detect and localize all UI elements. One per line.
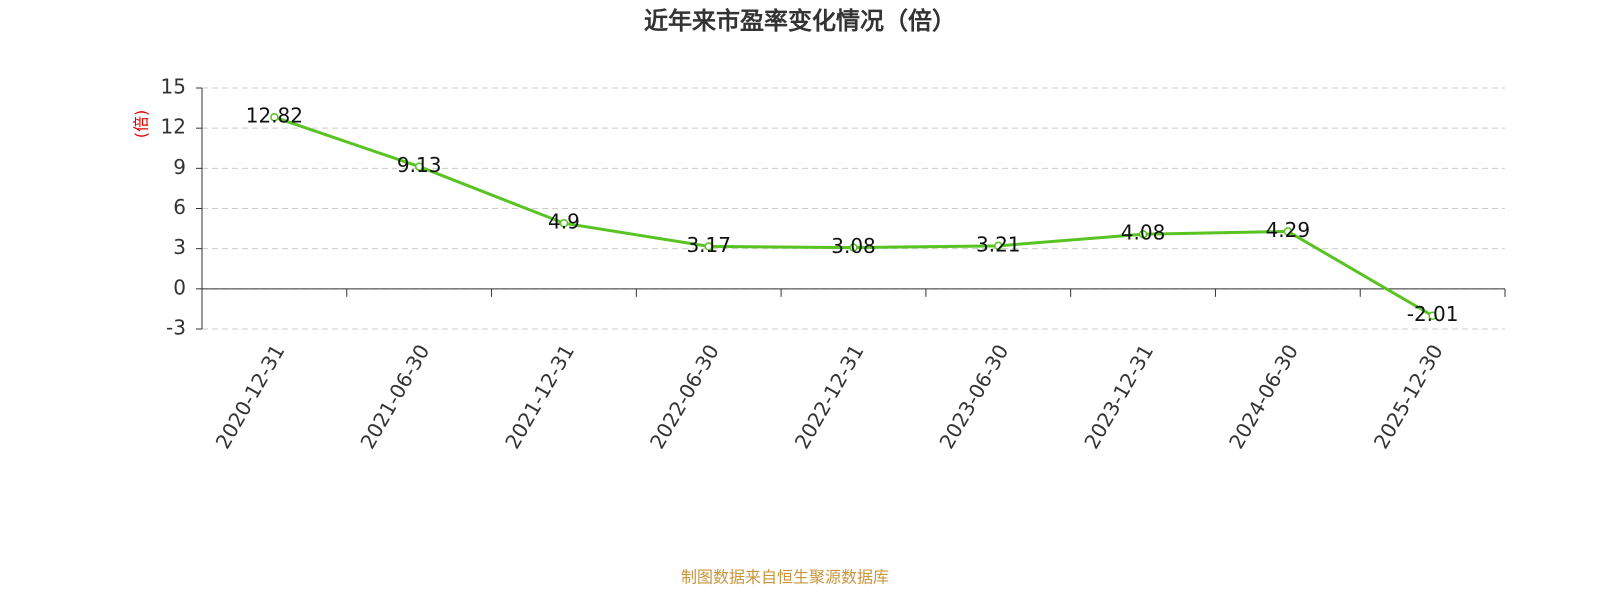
y-tick-label: 6 (173, 195, 186, 219)
data-point (1428, 311, 1437, 320)
y-tick-label: 3 (173, 235, 186, 259)
x-tick-label: 2023-06-30 (934, 340, 1013, 453)
data-label: -2.01 (1407, 302, 1459, 326)
data-label: 4.29 (1266, 218, 1311, 242)
data-point (994, 241, 1003, 251)
data-point (270, 112, 279, 122)
data-label: 3.21 (976, 232, 1021, 256)
data-point (1283, 227, 1293, 236)
x-tick-label: 2022-12-31 (790, 340, 869, 453)
x-tick-label: 2021-06-30 (355, 340, 434, 453)
y-tick-label: 0 (173, 275, 186, 299)
y-tick-label: 12 (161, 115, 186, 139)
data-label: 9.13 (397, 153, 442, 177)
data-point (1138, 229, 1148, 239)
y-tick-label: 15 (161, 75, 186, 99)
data-label: 3.17 (686, 233, 731, 257)
data-point (559, 218, 569, 228)
x-tick-label: 2025-12-30 (1369, 340, 1448, 453)
data-point (704, 242, 713, 251)
y-axis-label: (倍) (132, 110, 151, 139)
y-tick-label: -3 (166, 316, 186, 340)
data-label: 12.82 (246, 104, 303, 128)
data-label: 3.08 (831, 234, 876, 258)
x-tick-label: 2020-12-31 (211, 340, 290, 453)
x-tick-label: 2024-06-30 (1224, 340, 1303, 453)
data-point (414, 162, 424, 171)
source-note: 制图数据来自恒生聚源数据库 (681, 568, 889, 587)
data-point (849, 243, 858, 252)
chart-title: 近年来市盈率变化情况（倍） (644, 7, 956, 35)
y-tick-label: 9 (173, 155, 186, 179)
x-tick-label: 2021-12-31 (500, 340, 579, 453)
x-tick-label: 2023-12-31 (1079, 340, 1158, 453)
data-label: 4.08 (1121, 221, 1166, 245)
data-label: 4.9 (548, 210, 580, 234)
series-line (273, 115, 1434, 318)
x-tick-label: 2022-06-30 (645, 340, 724, 453)
